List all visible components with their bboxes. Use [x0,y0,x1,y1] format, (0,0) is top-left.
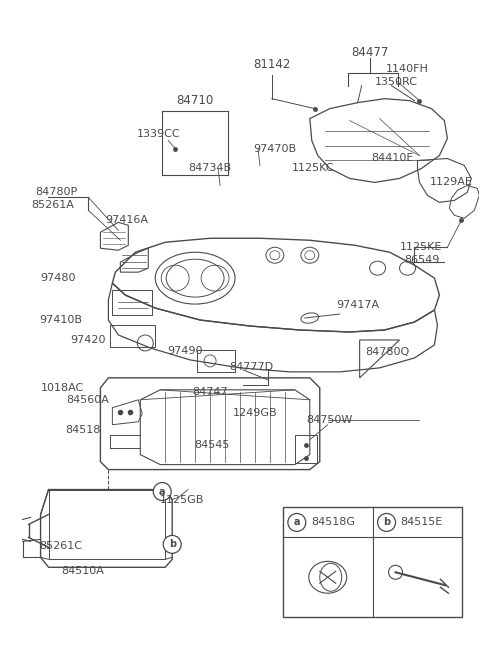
Text: 84710: 84710 [177,94,214,107]
Text: 84560A: 84560A [66,395,109,405]
Text: 97417A: 97417A [336,300,379,310]
Text: 1125KE: 1125KE [400,242,443,252]
Circle shape [153,483,171,500]
Text: 84734B: 84734B [189,164,232,174]
Text: 86549: 86549 [404,255,439,265]
Text: 97480: 97480 [40,273,75,283]
Text: b: b [168,539,176,550]
Text: 84780P: 84780P [36,187,78,197]
Circle shape [288,514,306,531]
Text: a: a [159,487,166,496]
Text: 84515E: 84515E [400,517,443,527]
Text: 1125KC: 1125KC [291,164,334,174]
Text: 97410B: 97410B [39,315,82,325]
Text: 1339CC: 1339CC [136,128,180,139]
Text: 84777D: 84777D [229,362,273,372]
Circle shape [163,535,181,553]
Text: 84747: 84747 [192,387,228,397]
Text: 1129AE: 1129AE [430,178,473,187]
Text: 97490: 97490 [168,346,203,356]
Text: 81142: 81142 [253,58,290,71]
Text: 1249GB: 1249GB [233,408,277,418]
Text: 84510A: 84510A [61,567,104,576]
Text: 85261C: 85261C [39,542,82,552]
Bar [112,290,152,315]
Text: 84780Q: 84780Q [365,347,410,357]
Circle shape [378,514,396,531]
Text: b: b [383,517,390,527]
Text: 84518: 84518 [65,424,100,435]
Text: 84410E: 84410E [372,153,414,164]
Text: 84750W: 84750W [307,415,353,424]
Text: 85261A: 85261A [31,200,74,210]
Text: 97470B: 97470B [253,143,297,153]
Bar [197,350,235,372]
Text: 1018AC: 1018AC [41,383,84,393]
Text: a: a [294,517,300,527]
Text: 97420: 97420 [71,335,106,345]
Text: 84518G: 84518G [311,517,355,527]
Text: 97416A: 97416A [105,215,148,225]
Bar [283,508,462,617]
Text: 84545: 84545 [194,440,230,450]
Text: 84477: 84477 [351,47,388,60]
Bar [110,325,155,347]
Bar [295,435,317,462]
Text: 1140FH: 1140FH [386,64,429,74]
Text: 1350RC: 1350RC [375,77,418,86]
Text: 1125GB: 1125GB [160,495,204,504]
